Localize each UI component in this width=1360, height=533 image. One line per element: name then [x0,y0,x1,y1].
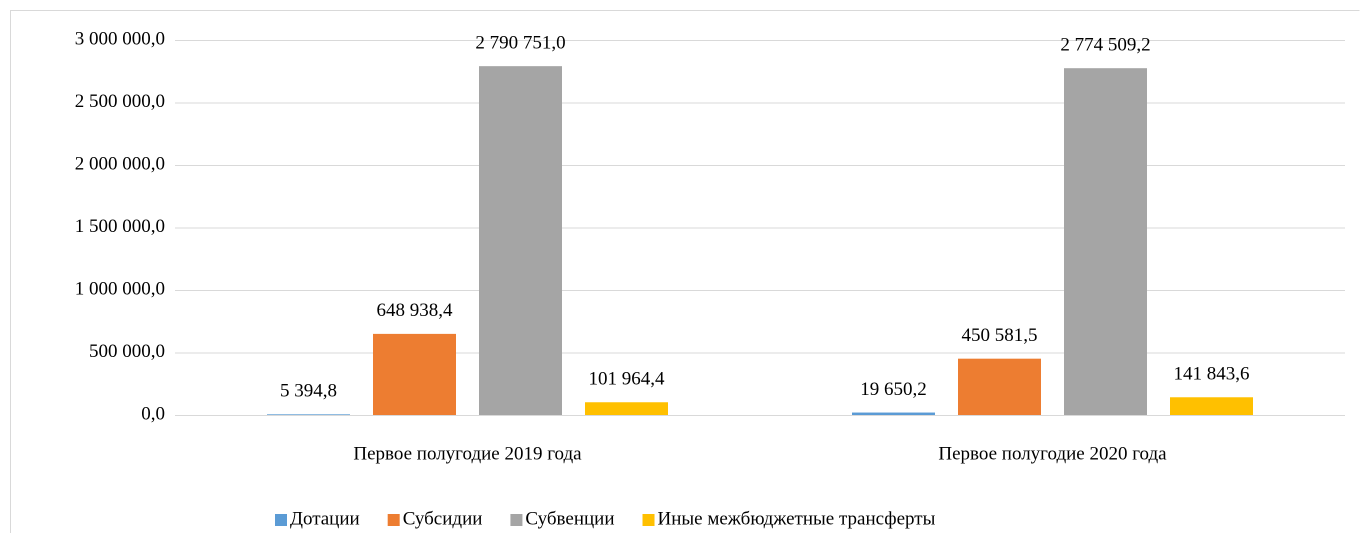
bar [1170,397,1253,415]
bar [267,414,350,415]
legend-swatch [510,514,523,526]
bar [852,412,935,415]
legend-swatch [387,514,400,526]
legend-label: Субсидии [403,508,483,529]
x-tick-label: Первое полугодие 2020 года [938,443,1167,464]
bar [1064,68,1147,416]
x-tick-label: Первое полугодие 2019 года [353,443,582,464]
bar [479,66,562,415]
y-tick-label: 1 500 000,0 [75,216,165,237]
data-label: 5 394,8 [280,381,337,402]
legend-swatch [642,514,655,526]
y-tick-label: 2 500 000,0 [75,91,165,112]
y-tick-label: 0,0 [141,403,165,424]
bar [585,402,668,415]
y-tick-label: 1 000 000,0 [75,278,165,299]
legend-swatch [275,514,287,526]
y-tick-label: 500 000,0 [89,341,165,362]
data-label: 141 843,6 [1174,364,1250,385]
bar [958,358,1041,415]
data-label: 648 938,4 [377,300,454,321]
data-label: 19 650,2 [860,379,927,400]
y-tick-label: 2 000 000,0 [75,153,165,174]
data-label: 101 964,4 [589,369,666,390]
legend-label: Иные межбюджетные трансферты [658,508,936,529]
data-label: 450 581,5 [962,325,1038,346]
data-label: 2 774 509,2 [1060,35,1150,56]
bar [373,333,456,415]
legend-label: Субвенции [525,508,614,529]
y-tick-label: 3 000 000,0 [75,28,165,49]
chart-border [10,10,1360,533]
data-label: 2 790 751,0 [475,33,565,54]
legend-label: Дотации [290,508,360,529]
